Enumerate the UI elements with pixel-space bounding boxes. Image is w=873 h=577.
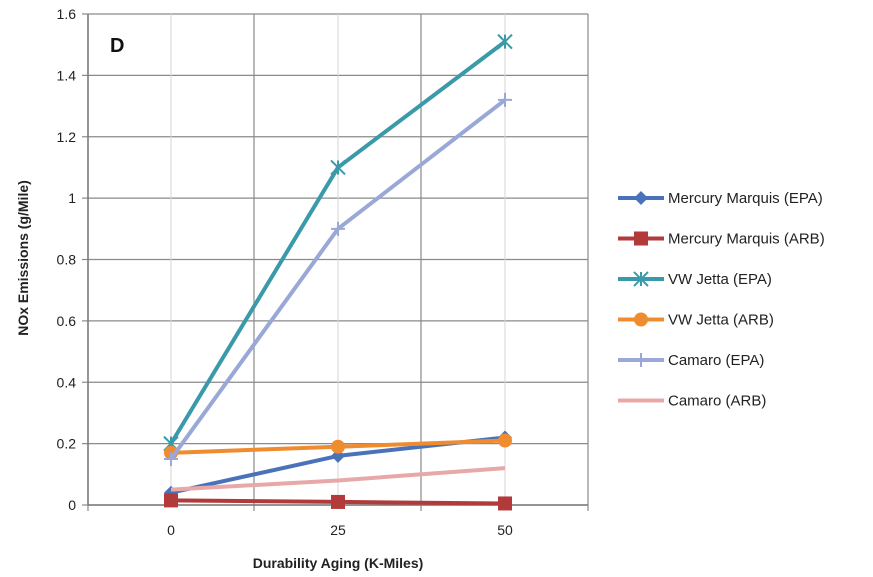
- data-point-circle: [498, 433, 512, 448]
- data-point-plus: [498, 92, 512, 107]
- legend-label: Camaro (EPA): [668, 352, 764, 369]
- legend-label: VW Jetta (ARB): [668, 312, 774, 329]
- series-5: [170, 466, 506, 492]
- legend-entry: Camaro (EPA): [618, 352, 764, 369]
- data-point-square: [164, 493, 178, 508]
- legend-entry: Mercury Marquis (EPA): [618, 190, 823, 207]
- data-point-plus: [331, 221, 345, 236]
- y-tick-label: 0.6: [57, 313, 77, 329]
- y-tick-label: 1: [68, 190, 76, 206]
- y-tick-label: 0: [68, 497, 76, 513]
- data-point-star: [330, 159, 346, 176]
- legend: Mercury Marquis (EPA) Mercury Marquis (AR…: [618, 190, 825, 410]
- x-tick-label: 50: [497, 522, 513, 538]
- data-point-circle: [331, 439, 345, 454]
- data-point-square: [331, 494, 345, 509]
- panel-label: D: [110, 35, 124, 57]
- series-lines: [163, 33, 513, 511]
- legend-label: Mercury Marquis (EPA): [668, 190, 823, 207]
- y-tick-label: 1.4: [57, 67, 77, 83]
- legend-entry: Mercury Marquis (ARB): [618, 231, 825, 248]
- y-axis-title: NOx Emissions (g/Mile): [15, 180, 31, 336]
- x-tick-label: 0: [167, 522, 175, 538]
- y-tick-label: 0.8: [57, 252, 77, 268]
- legend-entry: Camaro (ARB): [618, 393, 766, 410]
- y-tick-label: 1.6: [57, 6, 77, 22]
- legend-entry: VW Jetta (EPA): [618, 271, 772, 288]
- grid-lines: [87, 13, 589, 511]
- data-point-plus: [634, 353, 648, 367]
- data-point-diamond: [634, 191, 648, 205]
- data-point-star: [633, 271, 649, 287]
- series-2: [163, 33, 513, 452]
- x-tick-label: 25: [330, 522, 346, 538]
- y-tick-label: 0.2: [57, 436, 77, 452]
- series-line: [170, 466, 506, 492]
- y-tick-label: 1.2: [57, 129, 77, 145]
- legend-entry: VW Jetta (ARB): [618, 312, 774, 329]
- data-point-star: [497, 33, 513, 50]
- legend-label: VW Jetta (EPA): [668, 271, 772, 288]
- legend-label: Mercury Marquis (ARB): [668, 231, 825, 248]
- legend-label: Camaro (ARB): [668, 393, 766, 410]
- series-4: [164, 92, 512, 466]
- x-axis-title: Durability Aging (K-Miles): [253, 555, 424, 571]
- series-1: [164, 493, 512, 511]
- data-point-plus: [164, 451, 178, 466]
- data-point-square: [498, 496, 512, 511]
- data-point-circle: [634, 312, 648, 327]
- data-point-square: [634, 231, 648, 246]
- tick-labels: 0 0.2 0.4 0.6 0.8 1 1.2 1.4 1.6 0 25 50: [57, 6, 513, 538]
- y-tick-label: 0.4: [57, 374, 77, 390]
